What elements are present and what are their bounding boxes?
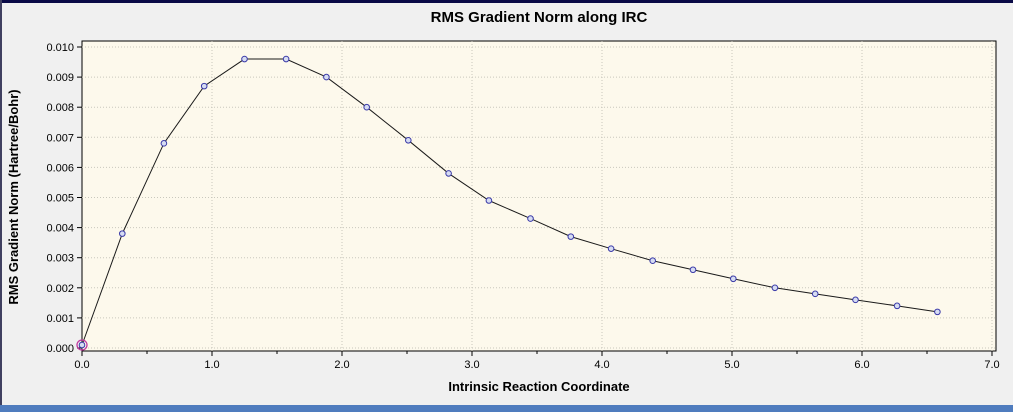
x-axis-label: Intrinsic Reaction Coordinate bbox=[448, 379, 629, 394]
y-tick-label: 0.007 bbox=[46, 132, 74, 144]
data-point[interactable] bbox=[567, 233, 575, 240]
data-point[interactable] bbox=[689, 266, 697, 274]
data-point[interactable] bbox=[527, 215, 534, 222]
x-tick-label: 2.0 bbox=[334, 359, 349, 371]
data-point[interactable] bbox=[607, 245, 615, 252]
plot-area bbox=[81, 40, 997, 352]
x-tick-label: 3.0 bbox=[464, 359, 479, 371]
data-point[interactable] bbox=[811, 290, 819, 298]
y-tick-label: 0.004 bbox=[46, 223, 74, 235]
y-tick-label: 0.001 bbox=[46, 313, 74, 325]
y-tick-label: 0.010 bbox=[46, 42, 74, 54]
data-point[interactable] bbox=[363, 103, 371, 111]
window-top-border bbox=[0, 0, 1013, 3]
x-tick-label: 6.0 bbox=[854, 359, 869, 371]
x-tick-label: 1.0 bbox=[204, 359, 219, 371]
window-left-border bbox=[0, 0, 2, 405]
data-point[interactable] bbox=[241, 55, 248, 63]
axis-ticks: 0.0 1.0 2.0 3.0 4.0 5.0 6.0 7.0 0.000 0.001 0.002 0… bbox=[46, 42, 999, 371]
data-point[interactable] bbox=[78, 341, 86, 349]
data-point[interactable] bbox=[405, 137, 412, 144]
data-point[interactable] bbox=[160, 140, 168, 147]
y-tick-label: 0.008 bbox=[46, 102, 74, 114]
data-point[interactable] bbox=[934, 308, 941, 316]
y-axis-label: RMS Gradient Norm (Hartree/Bohr) bbox=[6, 89, 21, 304]
window-bottom-bar bbox=[0, 405, 1013, 412]
y-tick-label: 0.005 bbox=[46, 193, 74, 205]
data-point[interactable] bbox=[323, 73, 330, 81]
chart-title: RMS Gradient Norm along IRC bbox=[431, 9, 648, 26]
x-tick-label: 7.0 bbox=[984, 359, 999, 371]
x-tick-label: 4.0 bbox=[594, 359, 609, 371]
y-tick-label: 0.000 bbox=[46, 343, 74, 355]
x-tick-label: 5.0 bbox=[724, 359, 739, 371]
data-point[interactable] bbox=[119, 230, 126, 237]
data-point[interactable] bbox=[200, 82, 208, 90]
data-series bbox=[76, 55, 941, 351]
y-tick-label: 0.006 bbox=[46, 162, 74, 174]
data-point[interactable] bbox=[893, 302, 901, 310]
data-point[interactable] bbox=[445, 170, 452, 177]
y-tick-label: 0.003 bbox=[46, 253, 74, 265]
data-point[interactable] bbox=[771, 284, 779, 292]
data-point[interactable] bbox=[282, 55, 290, 63]
y-tick-label: 0.002 bbox=[46, 283, 74, 295]
data-point[interactable] bbox=[730, 275, 737, 283]
gridlines bbox=[82, 41, 996, 351]
y-tick-label: 0.009 bbox=[46, 72, 74, 84]
data-point[interactable] bbox=[852, 296, 859, 304]
data-point[interactable] bbox=[485, 197, 493, 204]
x-tick-label: 0.0 bbox=[74, 359, 89, 371]
rms-gradient-chart[interactable]: 0.0 1.0 2.0 3.0 4.0 5.0 6.0 7.0 0.000 0.001 0.002 0… bbox=[2, 3, 1013, 403]
highlighted-point-ring bbox=[76, 339, 88, 351]
data-point[interactable] bbox=[649, 257, 657, 265]
